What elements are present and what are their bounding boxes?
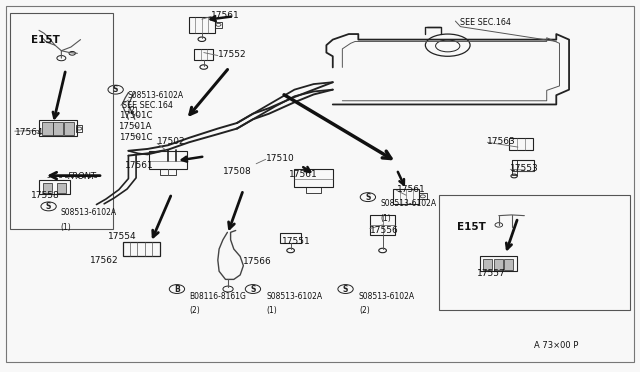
Bar — [123, 242, 160, 256]
Text: S: S — [113, 85, 118, 94]
Text: S08513-6102A: S08513-6102A — [61, 208, 117, 217]
Text: 17554: 17554 — [108, 231, 136, 241]
Bar — [479, 256, 516, 271]
Text: FRONT: FRONT — [68, 172, 97, 181]
Bar — [194, 49, 213, 60]
Bar — [53, 122, 63, 135]
Text: 17564: 17564 — [15, 128, 44, 137]
Bar — [511, 160, 516, 175]
Text: E15T: E15T — [31, 35, 60, 45]
Text: S: S — [250, 285, 255, 294]
Text: 17561: 17561 — [211, 11, 240, 20]
Text: 17566: 17566 — [243, 257, 272, 266]
Text: S08513-6102A: S08513-6102A — [266, 292, 323, 301]
Text: 17501A: 17501A — [118, 122, 151, 131]
Text: 17557: 17557 — [476, 269, 505, 278]
Bar — [161, 169, 175, 175]
Text: S08513-6102A: S08513-6102A — [380, 199, 436, 208]
Bar — [306, 187, 321, 193]
Text: 17561: 17561 — [125, 161, 154, 170]
Text: S08513-6102A: S08513-6102A — [359, 292, 415, 301]
Text: 17502: 17502 — [157, 137, 186, 146]
Text: 17508: 17508 — [223, 167, 252, 176]
Bar — [419, 193, 427, 199]
Text: 17501C: 17501C — [119, 132, 152, 142]
Bar — [509, 138, 533, 150]
Bar — [64, 122, 74, 135]
Text: SEE SEC.164: SEE SEC.164 — [122, 101, 173, 110]
Bar — [10, 13, 113, 229]
Bar — [214, 22, 222, 28]
Text: 17551: 17551 — [282, 237, 310, 246]
Text: 17562: 17562 — [90, 256, 119, 264]
Text: 17510: 17510 — [266, 154, 294, 163]
Bar — [483, 259, 492, 270]
Bar — [149, 151, 187, 169]
Text: SEE SEC.164: SEE SEC.164 — [461, 19, 511, 28]
Text: 17501C: 17501C — [119, 111, 152, 120]
Bar — [439, 195, 630, 310]
Text: (1): (1) — [380, 214, 391, 223]
Bar — [294, 169, 333, 187]
Bar — [511, 160, 534, 171]
Text: S: S — [46, 202, 51, 211]
Text: (1): (1) — [61, 223, 72, 232]
Bar — [76, 125, 83, 132]
Text: (2): (2) — [128, 106, 138, 115]
Text: B08116-8161G: B08116-8161G — [189, 292, 246, 301]
Text: S: S — [343, 285, 348, 294]
Text: 17561: 17561 — [397, 185, 426, 194]
Text: 17552: 17552 — [218, 50, 246, 59]
Text: 17561: 17561 — [289, 170, 318, 179]
Bar — [43, 183, 52, 193]
Text: (2): (2) — [189, 307, 200, 315]
Bar — [189, 17, 214, 33]
Bar — [493, 259, 502, 270]
Bar — [280, 233, 301, 243]
Bar — [504, 259, 513, 270]
Text: S: S — [365, 193, 371, 202]
Text: B: B — [174, 285, 180, 294]
Bar — [39, 121, 77, 136]
Bar — [42, 122, 52, 135]
Bar — [56, 183, 65, 193]
Bar — [39, 180, 70, 194]
Text: (2): (2) — [359, 307, 370, 315]
Bar — [370, 215, 396, 235]
Text: A 73×00 P: A 73×00 P — [534, 341, 579, 350]
Text: 17558: 17558 — [31, 191, 60, 200]
Text: S08513-6102A: S08513-6102A — [128, 92, 184, 100]
Text: 17556: 17556 — [370, 226, 399, 235]
Bar — [394, 189, 419, 204]
Text: E15T: E15T — [458, 222, 486, 232]
Text: 17553: 17553 — [510, 164, 539, 173]
Text: (1): (1) — [266, 307, 277, 315]
Text: 17563: 17563 — [487, 137, 516, 146]
